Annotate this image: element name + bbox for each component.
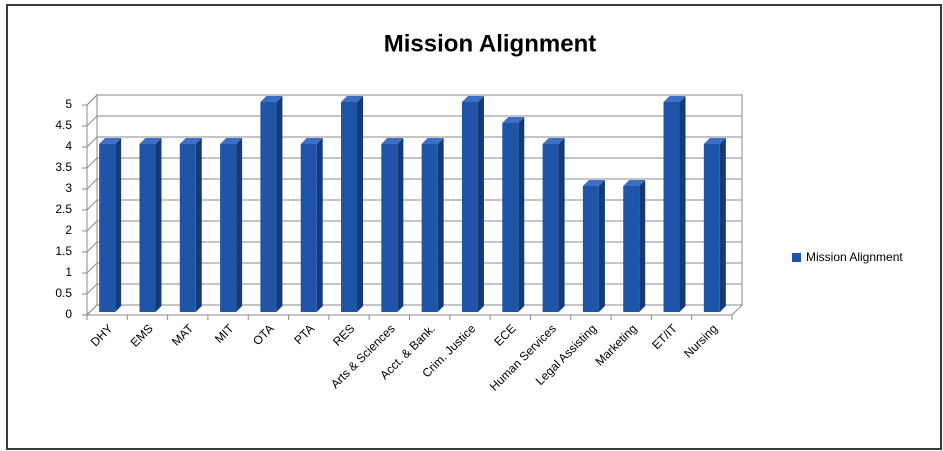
y-tick-label: 0 [65,307,72,321]
bar [300,144,317,312]
y-tick-label: 4 [65,139,72,153]
bar-side [195,138,202,312]
bar-group [300,138,323,312]
bar-group [139,138,162,312]
bar-side [316,138,323,312]
bar-side [598,180,605,312]
grid-line [86,220,742,232]
bar-group [461,96,484,312]
y-tick-label: 2 [65,223,72,237]
bar [623,186,640,312]
bar-side [236,138,243,312]
bar-side [397,138,404,312]
bar-top [663,96,686,102]
legend-swatch [792,253,801,262]
bar-group [542,138,565,312]
bar [260,102,277,312]
bar [220,144,237,312]
bar [99,144,116,312]
bar-top [502,117,525,123]
bar [582,186,599,312]
bar-top [260,96,283,102]
bar-group [341,96,364,312]
grid-line [86,178,742,190]
bar-group [623,180,646,312]
y-tick-label: 0.5 [55,286,72,300]
bar-top [703,138,726,144]
bar-group [703,138,726,312]
bar [341,102,358,312]
y-tick-label: 3 [65,181,72,195]
bar-side [115,138,122,312]
y-tick-label: 4.5 [55,118,72,132]
bar-side [357,96,364,312]
bar [542,144,559,312]
legend-label: Mission Alignment [806,250,903,264]
bar-top [300,138,323,144]
bar-side [276,96,283,312]
bar-group [179,138,202,312]
bar-side [477,96,484,312]
grid-line [86,199,742,211]
bar [421,144,438,312]
bar [703,144,720,312]
grid-line [86,304,742,316]
bar-group [421,138,444,312]
bar-side [558,138,565,312]
bar-group [663,96,686,312]
bar-group [99,138,122,312]
grid-line [86,94,742,106]
bar [381,144,398,312]
bar-side [518,117,525,312]
grid-line [86,241,742,253]
bar-top [99,138,122,144]
bar-top [179,138,202,144]
grid-line [86,283,742,295]
y-tick-label: 1 [65,265,72,279]
y-tick-label: 2.5 [55,202,72,216]
bar-side [437,138,444,312]
bar-group [260,96,283,312]
chart-title: Mission Alignment [384,30,596,57]
bar-top [542,138,565,144]
grid-line [86,262,742,274]
grid-line [86,115,742,127]
bar-top [139,138,162,144]
bar-side [155,138,162,312]
bar [179,144,196,312]
bar-top [461,96,484,102]
bar-top [421,138,444,144]
y-tick-label: 3.5 [55,160,72,174]
grid-line [86,157,742,169]
bar [461,102,478,312]
bar [663,102,680,312]
bar-group [381,138,404,312]
bar-side [639,180,646,312]
bar-side [719,138,726,312]
y-tick-label: 1.5 [55,244,72,258]
bar [139,144,156,312]
y-tick-label: 5 [65,97,72,111]
bar-group [582,180,605,312]
bar [502,123,519,312]
grid-line [86,136,742,148]
bar-top [341,96,364,102]
bar-group [220,138,243,312]
bar-group [502,117,525,312]
bar-top [582,180,605,186]
bar-top [381,138,404,144]
bar-side [679,96,686,312]
bar-top [220,138,243,144]
bar-top [623,180,646,186]
